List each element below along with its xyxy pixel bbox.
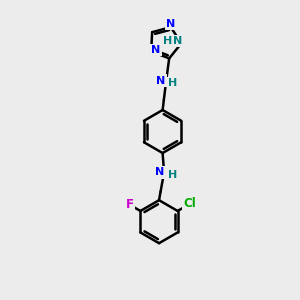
Text: N: N	[156, 76, 165, 86]
Text: N: N	[173, 36, 182, 46]
Text: F: F	[125, 198, 134, 211]
Text: H: H	[168, 78, 177, 88]
Text: N: N	[155, 167, 164, 177]
Text: N: N	[151, 45, 160, 55]
Text: H: H	[168, 170, 177, 180]
Text: Cl: Cl	[184, 197, 196, 210]
Text: N: N	[166, 19, 176, 28]
Text: H: H	[163, 36, 172, 46]
